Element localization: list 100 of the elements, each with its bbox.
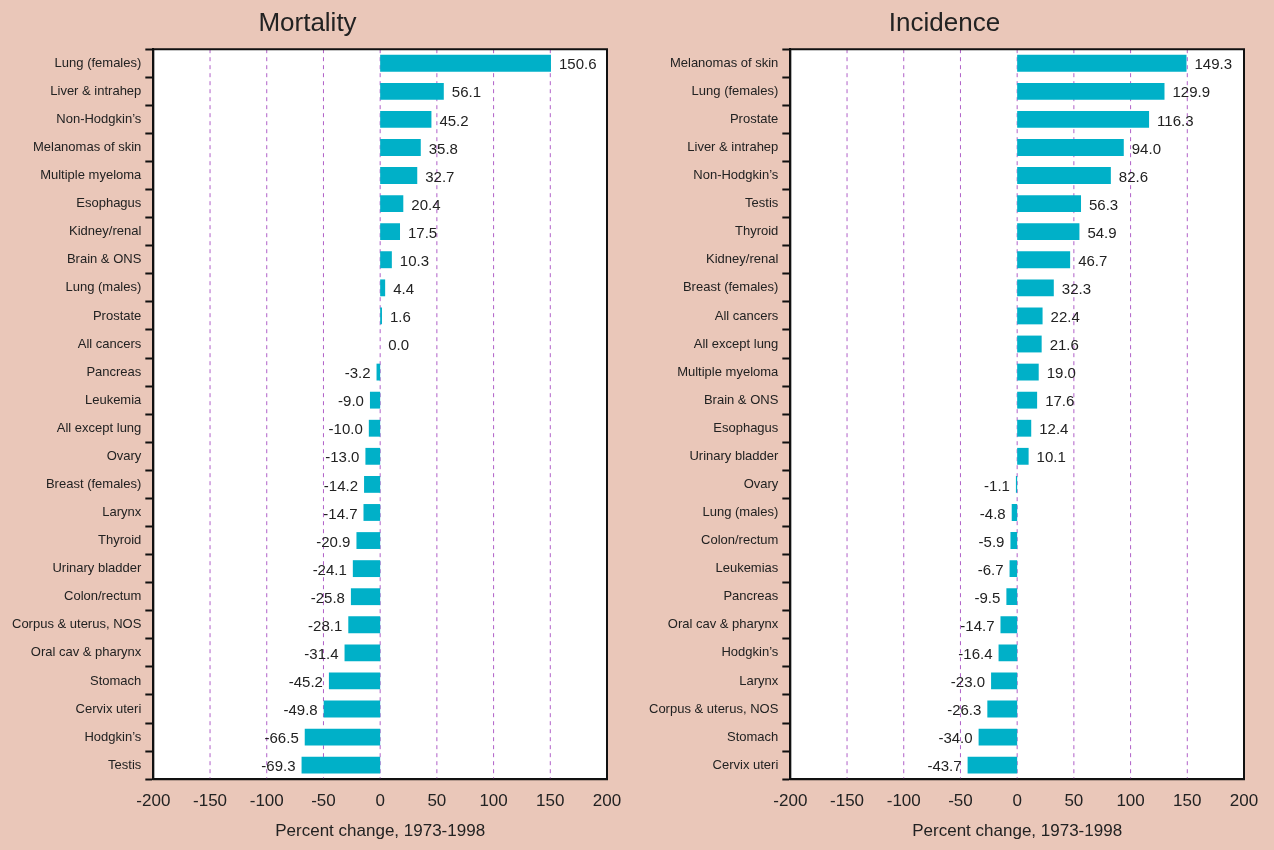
data-label: -66.5 xyxy=(264,729,299,747)
bar xyxy=(356,532,381,549)
bar xyxy=(1017,223,1080,241)
y-tick-label: Lung (males) xyxy=(65,279,142,295)
bar xyxy=(991,672,1018,690)
chart-title: Incidence xyxy=(888,6,1001,37)
x-tick-label: -50 xyxy=(948,791,973,811)
x-tick-label: -100 xyxy=(249,791,284,811)
y-tick-label: Breast (females) xyxy=(682,279,779,295)
y-tick-label: Leukemias xyxy=(715,560,779,576)
y-tick-label: Lung (males) xyxy=(702,504,779,520)
y-tick-label: Esophagus xyxy=(76,195,142,211)
data-label: 54.9 xyxy=(1087,223,1117,241)
x-tick-label: 100 xyxy=(479,791,508,811)
y-tick-label: Larynx xyxy=(102,504,142,520)
bar xyxy=(1017,195,1082,213)
y-tick-label: Colon/rectum xyxy=(64,588,142,604)
data-label: 10.3 xyxy=(399,251,430,269)
data-label: -13.0 xyxy=(325,448,360,466)
bar xyxy=(301,756,381,774)
bar xyxy=(380,279,386,297)
x-tick-label: 0 xyxy=(375,791,385,811)
data-label: 17.6 xyxy=(1045,392,1075,410)
data-label: -14.2 xyxy=(323,476,359,494)
y-tick-label: All except lung xyxy=(56,419,142,435)
data-label: 45.2 xyxy=(439,111,469,129)
y-tick-label: Testis xyxy=(108,756,142,772)
bar xyxy=(380,54,551,72)
bar xyxy=(1017,307,1043,325)
data-label: -9.0 xyxy=(338,392,364,410)
y-tick-label: All cancers xyxy=(714,307,779,323)
data-label: -6.7 xyxy=(977,560,1004,578)
y-tick-label: Urinary bladder xyxy=(52,560,142,576)
x-tick-label: -200 xyxy=(773,791,808,811)
data-label: 35.8 xyxy=(428,139,458,157)
data-label: 10.1 xyxy=(1036,448,1066,466)
bar xyxy=(1017,279,1054,297)
y-tick-label: Cervix uteri xyxy=(75,700,142,716)
x-tick-label: -150 xyxy=(830,791,865,811)
x-tick-label: -50 xyxy=(311,791,336,811)
data-label: -16.4 xyxy=(958,644,993,662)
x-tick-label: -150 xyxy=(193,791,228,811)
y-tick-label: Ovary xyxy=(743,475,779,491)
y-tick-label: Testis xyxy=(745,195,779,211)
data-label: -69.3 xyxy=(261,757,296,775)
y-tick-label: Cervix uteri xyxy=(712,756,779,772)
y-tick-label: Corpus & uterus, NOS xyxy=(12,616,142,632)
data-label: -31.4 xyxy=(304,644,339,662)
data-label: -5.9 xyxy=(978,532,1005,550)
bar xyxy=(1017,110,1150,128)
y-tick-label: Prostate xyxy=(729,110,779,126)
data-label: 4.4 xyxy=(393,279,415,297)
y-tick-label: Larynx xyxy=(739,672,779,688)
bar xyxy=(380,139,421,156)
data-label: 129.9 xyxy=(1172,83,1211,101)
y-tick-label: Ovary xyxy=(106,447,142,463)
data-label: -20.9 xyxy=(316,532,351,550)
bar xyxy=(364,475,381,493)
data-label: -14.7 xyxy=(960,616,995,634)
y-tick-label: Non-Hodgkin’s xyxy=(56,110,142,126)
y-tick-label: Multiple myeloma xyxy=(40,167,143,183)
bar xyxy=(1017,447,1029,465)
y-tick-label: Kidney/renal xyxy=(706,251,779,267)
data-label: 22.4 xyxy=(1050,308,1080,326)
bar xyxy=(380,82,444,100)
y-tick-label: Multiple myeloma xyxy=(677,363,780,379)
bar xyxy=(380,167,418,184)
y-tick-label: Oral cav & pharynx xyxy=(30,644,142,660)
data-label: -1.1 xyxy=(984,476,1010,494)
data-label: -3.2 xyxy=(344,364,371,382)
bar xyxy=(380,223,401,241)
bar xyxy=(323,700,381,718)
y-tick-label: Non-Hodgkin’s xyxy=(693,167,779,183)
data-label: 19.0 xyxy=(1046,364,1076,382)
bar xyxy=(368,419,381,437)
data-label: -24.1 xyxy=(312,560,347,578)
bar xyxy=(352,560,381,578)
bar xyxy=(365,447,381,465)
data-label: 149.3 xyxy=(1194,55,1233,73)
y-tick-label: Urinary bladder xyxy=(689,447,779,463)
bar xyxy=(1011,504,1018,521)
data-label: -28.1 xyxy=(308,616,343,634)
x-tick-label: 150 xyxy=(536,791,565,811)
bar xyxy=(1009,560,1018,578)
y-tick-label: Colon/rectum xyxy=(701,532,779,548)
bar xyxy=(1017,419,1032,437)
data-label: 21.6 xyxy=(1049,336,1079,354)
data-label: 12.4 xyxy=(1039,420,1069,438)
y-tick-label: Thyroid xyxy=(97,532,142,548)
data-label: 46.7 xyxy=(1078,251,1108,269)
bar xyxy=(1017,82,1165,100)
data-label: 150.6 xyxy=(558,55,597,73)
data-label: -45.2 xyxy=(288,673,323,691)
y-tick-label: Hodgkin’s xyxy=(84,728,142,744)
y-tick-label: Thyroid xyxy=(734,223,779,239)
x-tick-label: 200 xyxy=(1229,791,1259,811)
data-label: 1.6 xyxy=(389,308,411,326)
x-tick-label: 200 xyxy=(592,791,622,811)
data-label: 116.3 xyxy=(1157,111,1194,129)
y-tick-label: Melanomas of skin xyxy=(669,54,779,70)
